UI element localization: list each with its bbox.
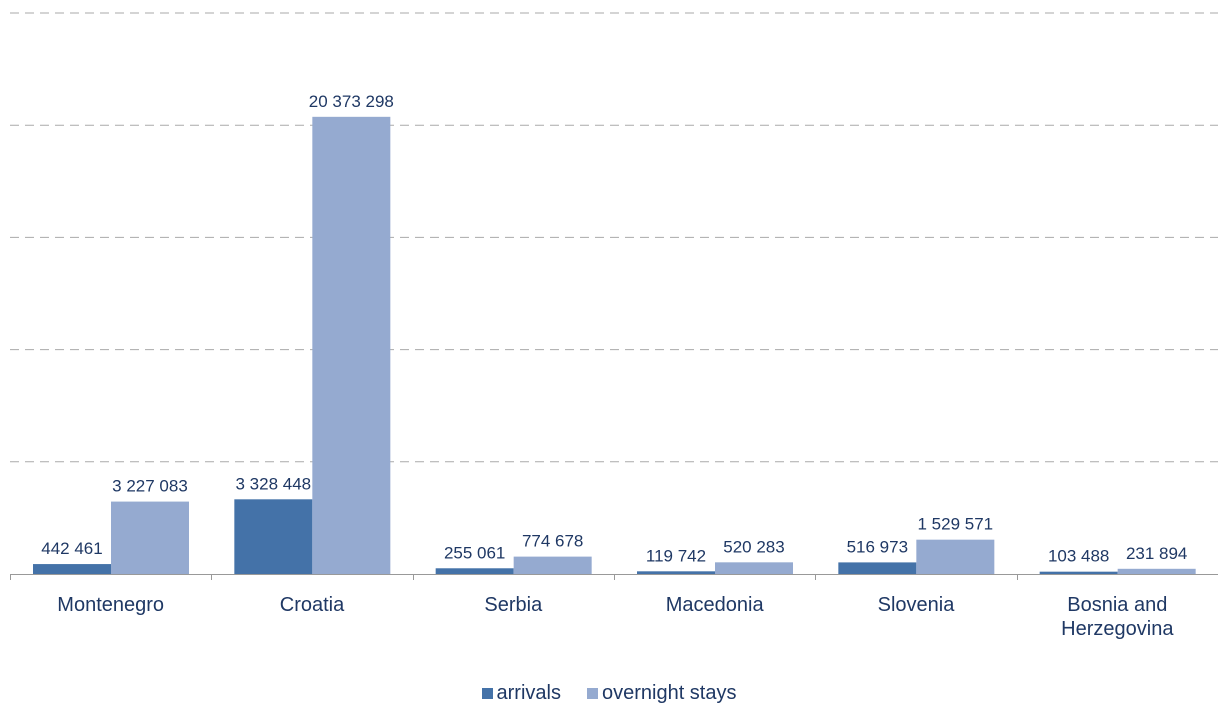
data-label: 1 529 571 — [918, 515, 994, 534]
legend-label-arrivals: arrivals — [496, 682, 561, 704]
bar-arrivals-macedonia — [637, 571, 715, 574]
data-label: 774 678 — [522, 532, 583, 551]
bar-overnight-stays-macedonia — [715, 562, 793, 574]
x-axis: Montenegro Croatia Serbia Macedonia Slovenia… — [10, 574, 1218, 640]
bar-arrivals-bosnia-and-herzegovina — [1039, 571, 1118, 574]
bar-arrivals-croatia — [234, 499, 313, 574]
bar-overnight-stays-montenegro — [111, 501, 189, 574]
bar-overnight-stays-croatia — [312, 116, 391, 575]
data-label: 3 328 448 — [236, 474, 312, 493]
data-labels: 442 461 3 328 448 255 061 119 742 516 973 103… — [41, 92, 1187, 566]
bar-overnight-stays-serbia — [513, 556, 592, 574]
legend-item-arrivals: arrivals — [481, 682, 561, 705]
bar-arrivals-slovenia — [838, 562, 917, 574]
bar-arrivals-serbia — [435, 568, 514, 574]
data-label: 20 373 298 — [309, 92, 394, 111]
data-label: 516 973 — [847, 537, 908, 556]
data-label: 3 227 083 — [112, 477, 188, 496]
legend-label-overnight-stays: overnight stays — [601, 682, 737, 704]
x-tick-label: Croatia — [280, 594, 345, 616]
x-tick-label: Montenegro — [57, 594, 164, 616]
bars — [33, 116, 1196, 575]
bar-overnight-stays-bosnia-and-herzegovina — [1117, 568, 1196, 574]
x-tick-label: Macedonia — [666, 594, 765, 616]
data-label: 231 894 — [1126, 544, 1187, 563]
gridlines — [10, 12, 1218, 463]
bar-overnight-stays-slovenia — [916, 539, 995, 574]
data-label: 119 742 — [646, 546, 706, 565]
legend-swatch-arrivals — [481, 688, 493, 699]
x-tick-label: Slovenia — [878, 594, 956, 616]
x-tick-label: Serbia — [484, 594, 543, 616]
data-label: 255 061 — [444, 543, 505, 562]
data-label: 103 488 — [1048, 547, 1109, 566]
x-tick-label: Bosnia and Herzegovina — [1061, 594, 1174, 640]
data-label: 442 461 — [41, 539, 102, 558]
bar-arrivals-montenegro — [33, 564, 111, 574]
data-label: 520 283 — [723, 537, 784, 556]
legend-swatch-overnight-stays — [586, 688, 598, 699]
legend-item-overnight-stays: overnight stays — [586, 682, 737, 705]
legend: arrivals overnight stays — [0, 682, 1218, 705]
